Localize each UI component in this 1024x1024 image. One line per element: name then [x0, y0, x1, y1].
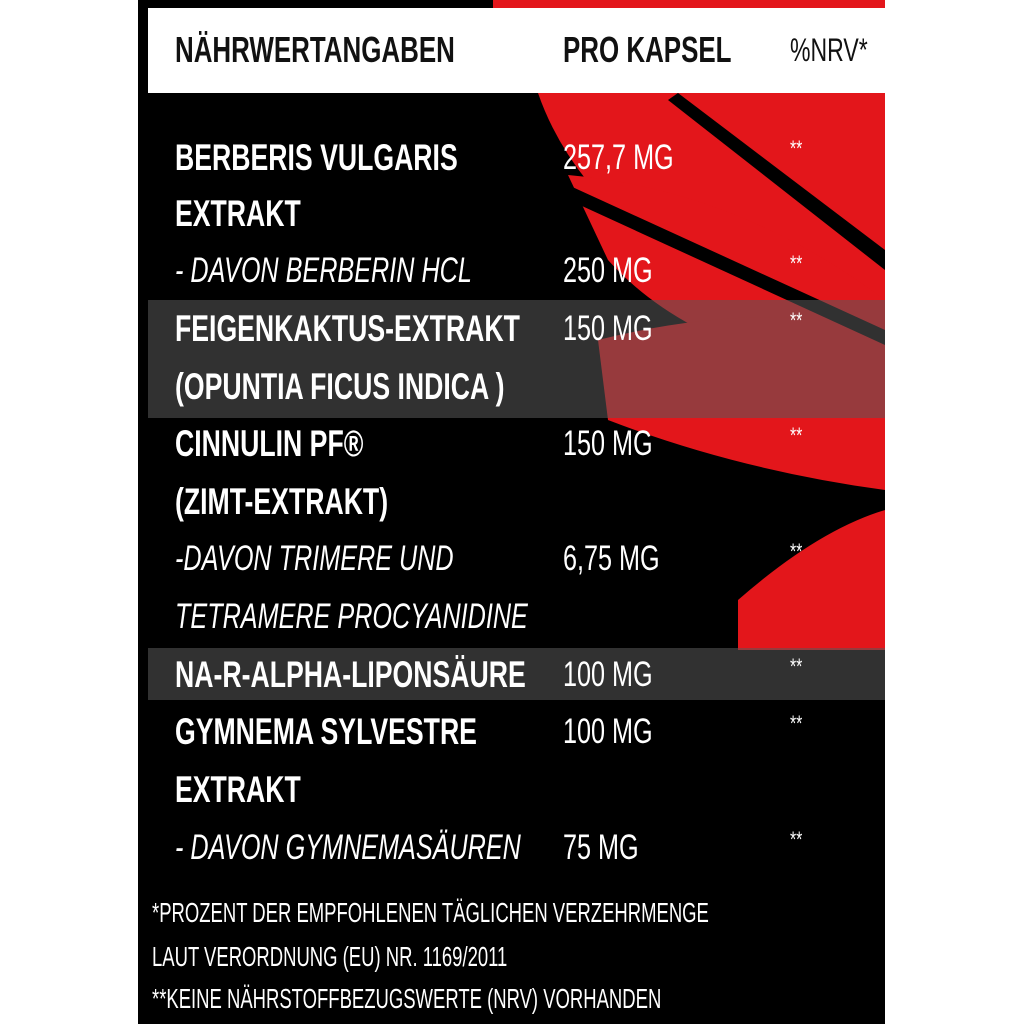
nutrient-amount: 6,75 MG — [563, 539, 660, 578]
nutrient-amount: 250 MG — [563, 251, 653, 290]
nutrient-nrv: ** — [790, 711, 803, 736]
nutrient-name: EXTRAKT — [175, 193, 301, 234]
nutrient-nrv: ** — [790, 308, 803, 333]
nutrient-amount: 150 MG — [563, 424, 653, 463]
nutrient-name: EXTRAKT — [175, 769, 301, 810]
nutrient-amount: 75 MG — [563, 828, 639, 867]
highlight-band — [148, 648, 885, 700]
table-header — [148, 8, 885, 93]
nutrient-name: TETRAMERE PROCYANIDINE — [175, 597, 528, 636]
nutrient-amount: 100 MG — [563, 655, 653, 694]
nutrient-name: (OPUNTIA FICUS INDICA ) — [175, 366, 505, 407]
header-nutrients: NÄHRWERTANGABEN — [175, 29, 455, 70]
nutrient-nrv: ** — [790, 654, 803, 679]
nutrient-name: - DAVON BERBERIN HCL — [175, 251, 472, 290]
header-nrv: %NRV* — [790, 32, 868, 68]
footnote-nrv: *PROZENT DER EMPFOHLENEN TÄGLICHEN VERZE… — [152, 897, 709, 928]
nutrient-name: -DAVON TRIMERE UND — [175, 539, 454, 578]
nutrient-nrv: ** — [790, 423, 803, 448]
nutrient-nrv: ** — [790, 136, 803, 161]
nutrient-name: NA-R-ALPHA-LIPONSÄURE — [175, 654, 526, 695]
nutrient-name: GYMNEMA SYLVESTRE — [175, 711, 477, 752]
nutrient-amount: 150 MG — [563, 309, 653, 348]
nutrient-amount: 100 MG — [563, 712, 653, 751]
nutrient-nrv: ** — [790, 827, 803, 852]
nutrient-name: CINNULIN PF® — [175, 423, 364, 464]
nutrient-nrv: ** — [790, 251, 803, 276]
footnote-regulation: LAUT VERORDNUNG (EU) NR. 1169/2011 — [152, 941, 508, 972]
nutrient-name: BERBERIS VULGARIS — [175, 137, 458, 178]
highlight-band — [148, 300, 885, 418]
header-per-capsule: PRO KAPSEL — [563, 29, 732, 70]
nutrient-name: (ZIMT-EXTRAKT) — [175, 481, 389, 522]
nutrient-name: FEIGENKAKTUS-EXTRAKT — [175, 308, 520, 349]
nutrition-panel — [138, 0, 885, 1024]
nutrient-name: - DAVON GYMNEMASÄUREN — [175, 828, 521, 867]
footnote-no-nrv: **KEINE NÄHRSTOFFBEZUGSWERTE (NRV) VORHA… — [152, 983, 662, 1014]
nutrient-amount: 257,7 MG — [563, 138, 674, 177]
nutrient-nrv: ** — [790, 539, 803, 564]
